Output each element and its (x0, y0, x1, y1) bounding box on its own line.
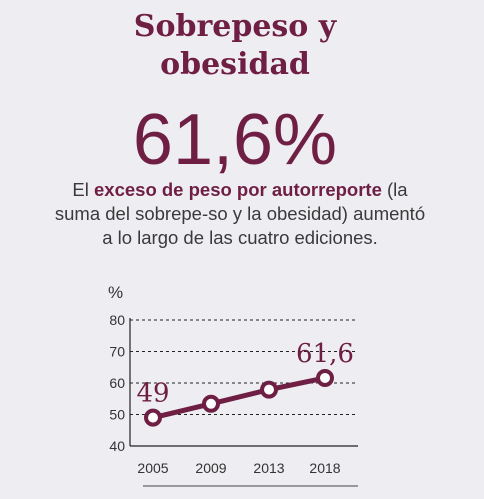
title-line-1: Sobrepeso y (133, 9, 337, 44)
x-tick-label: 2013 (253, 460, 284, 476)
y-unit-label: % (108, 283, 123, 302)
y-tick-label: 80 (109, 312, 125, 328)
y-tick-label: 60 (109, 375, 125, 391)
data-point (144, 408, 162, 427)
y-tick-label: 70 (109, 344, 125, 360)
description-part-2: (la suma del sobrepe-so y la obesidad) a… (54, 179, 426, 248)
data-label: 49 (136, 379, 169, 409)
headline-value: 61,6% (132, 100, 338, 180)
series-line (152, 375, 326, 421)
description-highlight: exceso de peso por autorreporte (94, 179, 382, 200)
page-title: Sobrepeso y obesidad (0, 8, 470, 84)
data-point (260, 380, 278, 399)
x-tick-label: 2005 (137, 460, 168, 476)
description: El exceso de peso por autorreporte (la s… (50, 178, 430, 250)
line-chart: % 40 50 60 70 80 2005 2009 2013 2018 49 61,6 (108, 283, 358, 487)
description-part-1: El (72, 179, 94, 200)
data-point (202, 394, 220, 413)
y-tick-label: 40 (109, 438, 125, 454)
x-tick-label: 2009 (195, 460, 226, 476)
chart-series (144, 368, 334, 427)
title-line-2: obesidad (160, 47, 310, 82)
x-tick-label: 2018 (309, 460, 340, 476)
chart-x-axis: 2005 2009 2013 2018 (137, 460, 358, 487)
chart-y-axis: % 40 50 60 70 80 (108, 283, 131, 454)
y-tick-label: 50 (109, 407, 125, 423)
chart-labels: 49 61,6 (136, 339, 353, 409)
data-label: 61,6 (296, 339, 354, 369)
data-point (316, 368, 334, 387)
